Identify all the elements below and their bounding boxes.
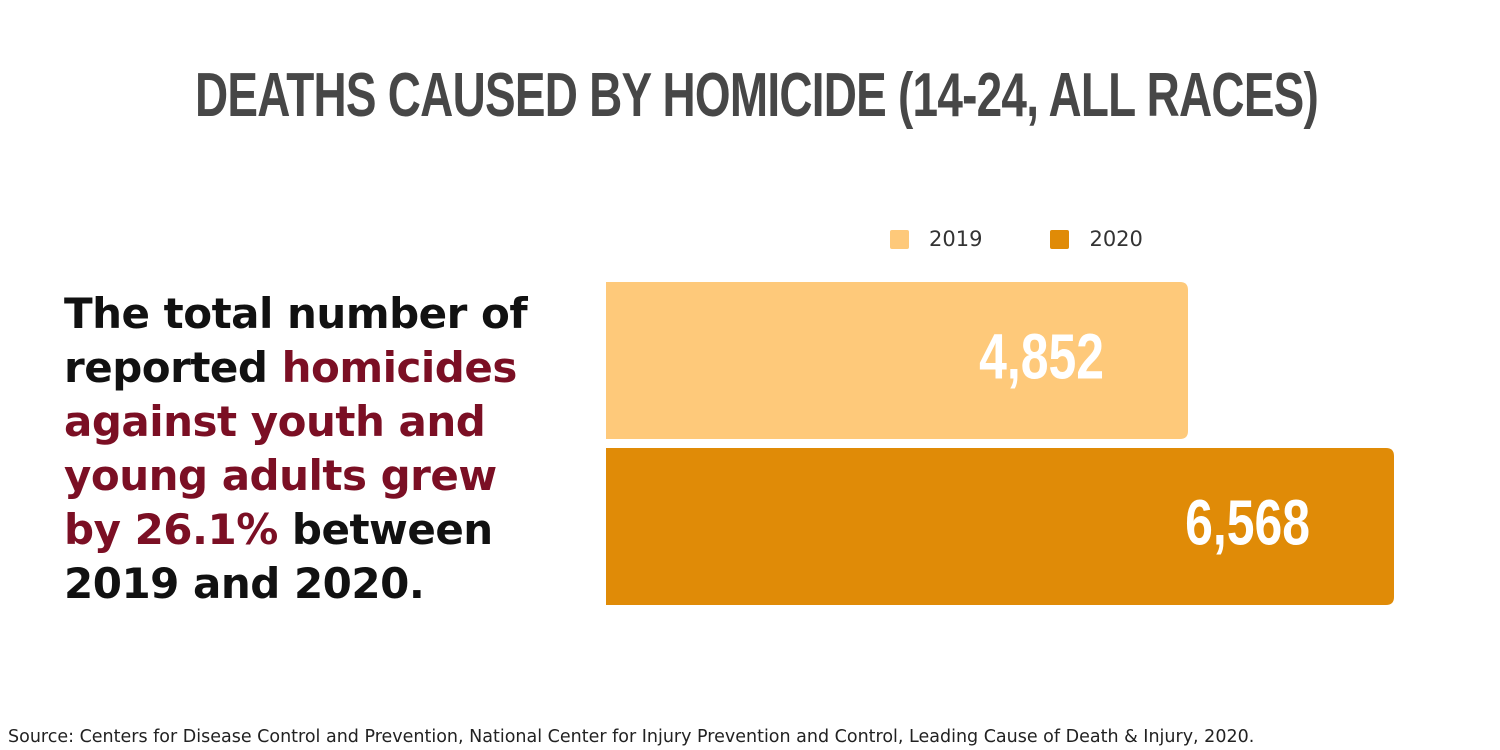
legend: 2019 2020 — [890, 226, 1143, 252]
bar-value-label-2020: 6,568 — [1185, 488, 1310, 559]
legend-label-2020: 2020 — [1089, 227, 1143, 251]
statement-highlight: homicides against youth and young adults… — [64, 343, 517, 554]
legend-item-2020: 2020 — [1050, 227, 1143, 251]
bar-2019 — [606, 282, 1188, 439]
summary-statement: The total number of reported homicides a… — [64, 287, 564, 611]
bar-value-label-2019: 4,852 — [979, 322, 1104, 393]
legend-item-2019: 2019 — [890, 227, 982, 251]
chart-title: DEATHS CAUSED BY HOMICIDE (14-24, ALL RA… — [195, 61, 1319, 130]
bar-2020 — [606, 448, 1394, 605]
source-note: Source: Centers for Disease Control and … — [8, 727, 1255, 747]
legend-label-2019: 2019 — [929, 227, 983, 251]
statement-text-end: between 2019 and 2020. — [64, 505, 493, 608]
statement-text-start: The total number of reported — [64, 289, 528, 392]
legend-swatch-2019 — [890, 229, 909, 249]
legend-swatch-2020 — [1050, 229, 1070, 249]
